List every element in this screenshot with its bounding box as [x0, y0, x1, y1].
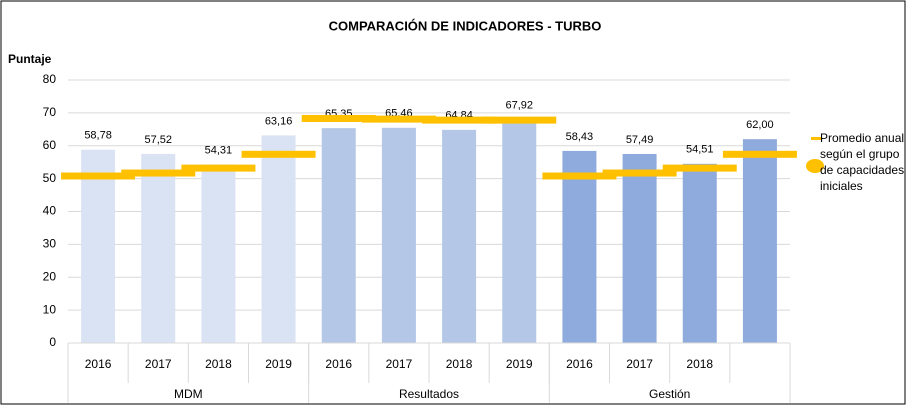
- bar: [201, 164, 236, 343]
- value-label: 54,31: [205, 144, 233, 156]
- bar: [381, 127, 416, 343]
- value-label: 54,51: [686, 144, 714, 156]
- y-tick-label: 70: [43, 105, 57, 119]
- average-marker: [361, 115, 436, 123]
- average-marker: [602, 169, 677, 177]
- y-tick-label: 80: [43, 72, 57, 86]
- bar: [622, 154, 657, 343]
- value-label: 63,16: [265, 115, 293, 127]
- bar: [321, 128, 356, 343]
- y-tick-label: 40: [43, 204, 57, 218]
- x-tick-label: 2018: [446, 357, 473, 371]
- x-tick-label: 2016: [566, 357, 593, 371]
- x-tick-label: 2017: [626, 357, 653, 371]
- legend-swatch: [811, 137, 821, 140]
- bar: [81, 149, 116, 343]
- average-marker: [61, 172, 136, 180]
- x-tick-label: 2017: [145, 357, 172, 371]
- bar: [261, 135, 296, 343]
- y-axis-label: Puntaje: [8, 52, 52, 66]
- x-tick-label: 2018: [686, 357, 713, 371]
- y-tick-label: 60: [43, 138, 57, 152]
- average-marker: [181, 164, 256, 172]
- bar: [442, 129, 477, 343]
- bar: [742, 139, 777, 343]
- y-tick-label: 10: [43, 302, 57, 316]
- y-tick-label: 20: [43, 269, 57, 283]
- x-tick-label: 2017: [386, 357, 413, 371]
- bar: [682, 163, 717, 343]
- bar: [502, 119, 537, 343]
- x-tick-label: 2019: [506, 357, 533, 371]
- group-label: Resultados: [399, 387, 459, 401]
- average-marker: [662, 164, 737, 172]
- y-tick-label: 50: [43, 171, 57, 185]
- value-label: 58,43: [566, 131, 594, 143]
- group-label: MDM: [174, 387, 203, 401]
- average-marker: [241, 150, 316, 158]
- legend-swatch: [806, 159, 824, 173]
- chart-title: COMPARACIÓN DE INDICADORES - TURBO: [329, 18, 602, 33]
- x-tick-label: 2016: [325, 357, 352, 371]
- x-tick-label: 2019: [265, 357, 292, 371]
- average-marker: [422, 116, 497, 124]
- average-marker: [121, 169, 196, 177]
- bar: [562, 150, 597, 343]
- average-marker: [301, 114, 376, 122]
- group-label: Gestión: [649, 387, 690, 401]
- bar: [141, 153, 176, 343]
- x-tick-label: 2016: [85, 357, 112, 371]
- x-tick-label: 2018: [205, 357, 232, 371]
- y-tick-label: 0: [49, 335, 56, 349]
- legend-label: Promedio anual según el grupo de capacid…: [820, 131, 905, 193]
- y-tick-label: 30: [43, 237, 57, 251]
- average-marker: [542, 172, 617, 180]
- value-label: 67,92: [505, 100, 533, 112]
- value-label: 62,00: [746, 119, 774, 131]
- value-label: 57,49: [626, 134, 654, 146]
- value-label: 58,78: [84, 130, 112, 142]
- average-marker: [482, 116, 557, 124]
- average-marker: [722, 150, 797, 158]
- value-label: 57,52: [144, 134, 172, 146]
